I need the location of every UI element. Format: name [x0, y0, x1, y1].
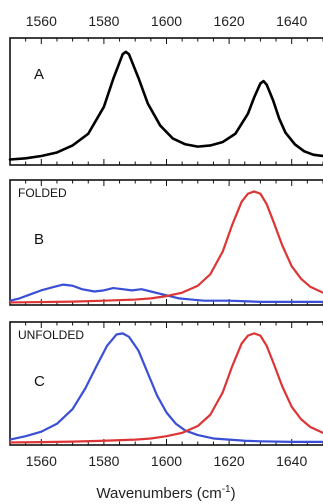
panel-frame	[9, 179, 323, 306]
panel-letter: C	[34, 373, 45, 390]
top-tick-labels: 1560 1580 1600 1620 1640	[26, 13, 308, 29]
panel-title: UNFOLDED	[18, 328, 84, 342]
panel-letter: B	[34, 231, 44, 248]
panel-frame	[9, 37, 323, 166]
bottom-tick-label: 1600	[151, 453, 182, 469]
top-tick-label: 1640	[276, 13, 307, 29]
top-tick-label: 1580	[88, 13, 119, 29]
bottom-tick-label: 1640	[276, 453, 307, 469]
bottom-tick-label: 1620	[214, 453, 245, 469]
series-line-blue	[8, 332, 323, 443]
top-tick-label: 1600	[151, 13, 182, 29]
panels: A FOLDED B UNFOLDED C	[8, 37, 323, 446]
series-line-red	[8, 332, 323, 444]
panel-frame	[9, 321, 323, 446]
top-tick-label: 1560	[26, 13, 57, 29]
bottom-tick-labels: 1560 1580 1600 1620 1640	[26, 453, 308, 469]
panel-b: FOLDED B	[8, 179, 323, 306]
x-axis-title: Wavenumbers (cm-1)	[96, 484, 235, 502]
series-line-black	[8, 50, 323, 161]
panel-a: A	[8, 37, 323, 166]
series-line-blue	[8, 283, 323, 303]
panel-c: UNFOLDED C	[8, 321, 323, 446]
bottom-tick-label: 1560	[26, 453, 57, 469]
bottom-tick-label: 1580	[88, 453, 119, 469]
top-tick-label: 1620	[214, 13, 245, 29]
panel-title: FOLDED	[18, 186, 67, 200]
series-line-red	[8, 190, 323, 304]
panel-letter: A	[34, 66, 44, 83]
